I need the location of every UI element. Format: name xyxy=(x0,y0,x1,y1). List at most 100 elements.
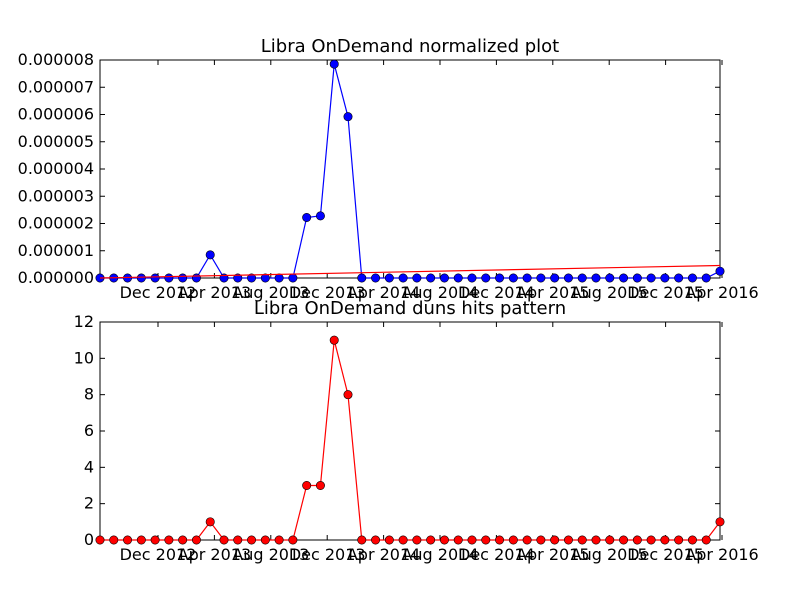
x-tick-label: Aug 2013 xyxy=(232,545,309,564)
series-line xyxy=(100,340,721,541)
data-point xyxy=(302,213,312,223)
data-point xyxy=(343,112,353,122)
y-tick-label: 12 xyxy=(74,312,94,331)
data-point xyxy=(384,273,394,283)
data-point xyxy=(522,535,532,545)
data-point xyxy=(315,211,325,221)
data-point xyxy=(219,535,229,545)
data-point xyxy=(178,273,188,283)
data-point xyxy=(687,535,697,545)
data-point xyxy=(109,535,119,545)
data-point xyxy=(701,535,711,545)
data-point xyxy=(674,273,684,283)
data-point xyxy=(619,535,629,545)
y-tick-label: 0.000006 xyxy=(18,105,94,124)
data-point xyxy=(357,535,367,545)
data-point xyxy=(164,273,174,283)
data-point xyxy=(715,517,725,527)
y-tick-label: 0.000007 xyxy=(18,77,94,96)
data-point xyxy=(205,250,215,260)
x-tick-label: Apr 2015 xyxy=(516,545,589,564)
data-point xyxy=(426,273,436,283)
data-point xyxy=(495,535,505,545)
data-point xyxy=(164,535,174,545)
data-point xyxy=(233,535,243,545)
data-point xyxy=(660,535,670,545)
data-point xyxy=(384,535,394,545)
x-tick-label: Dec 2014 xyxy=(458,545,535,564)
data-point xyxy=(412,273,422,283)
data-point xyxy=(591,535,601,545)
data-point xyxy=(536,273,546,283)
data-point xyxy=(453,273,463,283)
data-point xyxy=(632,273,642,283)
data-point xyxy=(508,535,518,545)
y-tick-label: 0.000002 xyxy=(18,214,94,233)
data-point xyxy=(550,273,560,283)
data-point xyxy=(619,273,629,283)
data-point xyxy=(274,535,284,545)
y-tick-label: 0.000000 xyxy=(18,268,94,287)
data-point xyxy=(674,535,684,545)
y-tick-label: 0.000008 xyxy=(18,50,94,69)
y-tick-label: 6 xyxy=(84,421,94,440)
data-point xyxy=(329,335,339,345)
y-tick-label: 8 xyxy=(84,385,94,404)
data-point xyxy=(123,535,133,545)
x-tick-label: Apr 2014 xyxy=(347,283,420,302)
y-tick-label: 0.000003 xyxy=(18,186,94,205)
x-tick-label: Aug 2013 xyxy=(232,283,309,302)
data-point xyxy=(687,273,697,283)
data-point xyxy=(247,273,257,283)
data-point xyxy=(426,535,436,545)
x-tick-label: Apr 2014 xyxy=(347,545,420,564)
data-point xyxy=(191,535,201,545)
data-point xyxy=(343,390,353,400)
data-point xyxy=(150,535,160,545)
data-point xyxy=(591,273,601,283)
data-point xyxy=(357,273,367,283)
data-point xyxy=(467,273,477,283)
data-point xyxy=(205,517,215,527)
x-tick-label: Dec 2014 xyxy=(458,283,535,302)
data-point xyxy=(481,535,491,545)
data-point xyxy=(136,535,146,545)
data-point xyxy=(660,273,670,283)
chart-normalized-plot: Libra OnDemand normalized plot 0.000000 0… xyxy=(18,36,759,302)
x-tick-label: Apr 2013 xyxy=(178,283,251,302)
data-point xyxy=(329,59,339,69)
data-point xyxy=(288,535,298,545)
y-tick-label: 2 xyxy=(84,494,94,513)
y-tick-label: 0.000001 xyxy=(18,241,94,260)
trend-line xyxy=(99,264,721,279)
data-point xyxy=(274,273,284,283)
x-tick-label: Dec 2015 xyxy=(627,283,704,302)
x-tick-label: Aug 2015 xyxy=(571,545,648,564)
data-point xyxy=(260,535,270,545)
data-point xyxy=(371,273,381,283)
x-tick-label: Dec 2012 xyxy=(120,545,197,564)
chart-title: Libra OnDemand normalized plot xyxy=(261,36,559,57)
data-point xyxy=(150,273,160,283)
data-point xyxy=(550,535,560,545)
data-point xyxy=(398,535,408,545)
data-point xyxy=(495,273,505,283)
data-point xyxy=(605,273,615,283)
chart-title: Libra OnDemand duns hits pattern xyxy=(254,298,566,319)
x-tick-label: Aug 2015 xyxy=(571,283,648,302)
data-point xyxy=(233,273,243,283)
x-tick-label: Dec 2012 xyxy=(120,283,197,302)
x-tick-label: Dec 2013 xyxy=(289,283,366,302)
data-point xyxy=(646,273,656,283)
data-point xyxy=(247,535,257,545)
plot-frame xyxy=(99,321,721,541)
x-tick-label: Dec 2015 xyxy=(627,545,704,564)
data-point xyxy=(632,535,642,545)
data-point xyxy=(481,273,491,283)
y-tick-label: 0 xyxy=(84,530,94,549)
y-tick-label: 0.000004 xyxy=(18,159,94,178)
data-point xyxy=(136,273,146,283)
data-point xyxy=(191,273,201,283)
x-tick-label: Dec 2013 xyxy=(289,545,366,564)
data-point xyxy=(467,535,477,545)
